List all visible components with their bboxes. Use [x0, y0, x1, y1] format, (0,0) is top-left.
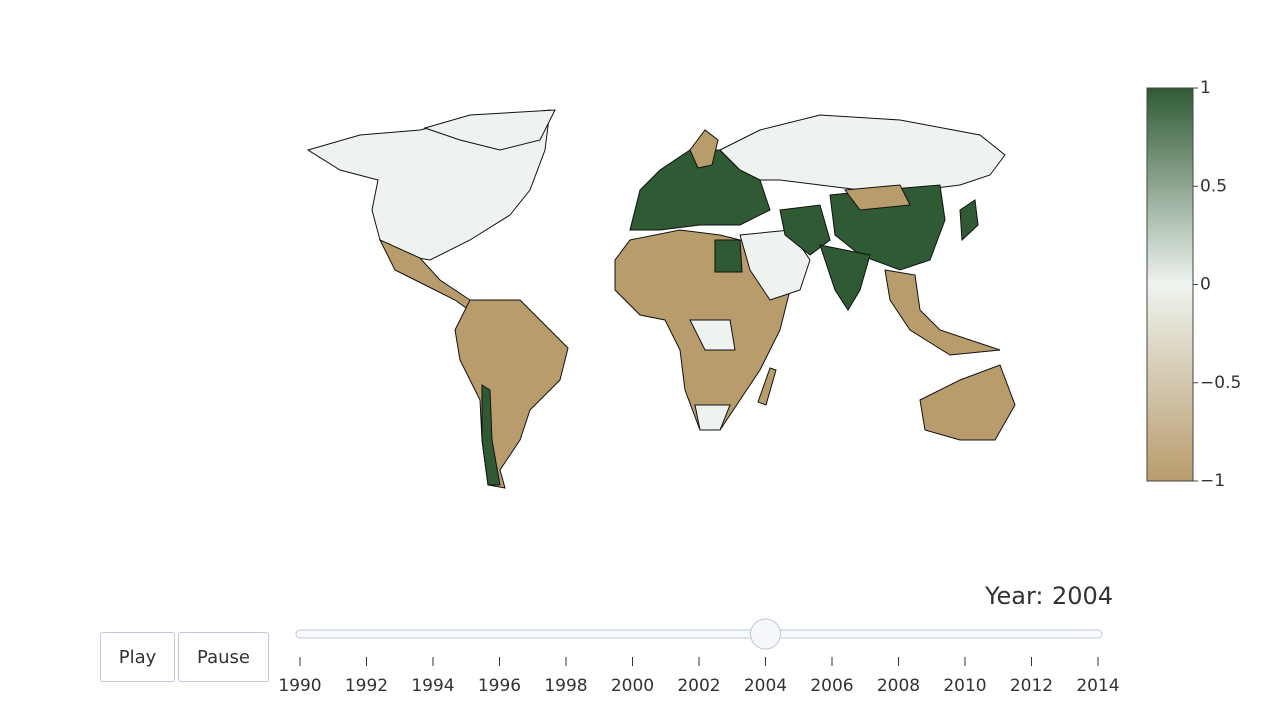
slider-step-label: 2000 [611, 676, 654, 696]
mongolia [844, 184, 911, 211]
greenland [423, 109, 556, 151]
slider-step-label: 1996 [478, 676, 521, 696]
colorbar-tick-label: 0.5 [1200, 176, 1227, 196]
slider-prefix: Year: [984, 582, 1043, 610]
slider-step-label: 2002 [677, 676, 720, 696]
chile [481, 384, 501, 486]
slider-step-label: 2006 [810, 676, 853, 696]
slider-current: 2004 [1052, 582, 1113, 610]
slider-step-label: 2014 [1076, 676, 1119, 696]
egypt [714, 239, 743, 273]
slider-step-label: 1992 [345, 676, 388, 696]
slider-step-label: 2004 [744, 676, 787, 696]
slider-rail[interactable] [295, 629, 1103, 639]
india [819, 244, 871, 311]
russia [719, 114, 1006, 191]
south-america [454, 299, 569, 489]
world-map [306, 109, 1016, 489]
slider-step-label: 1990 [278, 676, 321, 696]
slider-step-label: 1998 [544, 676, 587, 696]
colorbar-tick-label: −0.5 [1200, 373, 1241, 393]
scandinavia [689, 129, 719, 169]
southern-africa [689, 319, 736, 431]
slider-step-label: 2010 [943, 676, 986, 696]
colorbar-tick-label: 1 [1200, 78, 1211, 98]
slider-step-label: 1994 [411, 676, 454, 696]
pause-button[interactable]: Pause [178, 632, 269, 682]
southeast-asia [884, 269, 1001, 356]
colorbar-tick-label: −1 [1200, 471, 1225, 491]
japan [959, 199, 979, 242]
slider-step-label: 2012 [1010, 676, 1053, 696]
play-button[interactable]: Play [100, 632, 175, 682]
colorbar [1146, 87, 1194, 482]
colorbar-tick-label: 0 [1200, 275, 1211, 295]
slider-handle[interactable] [750, 618, 781, 650]
australia [919, 364, 1016, 441]
iran [779, 204, 831, 256]
madagascar [757, 367, 777, 406]
slider-step-label: 2008 [877, 676, 920, 696]
